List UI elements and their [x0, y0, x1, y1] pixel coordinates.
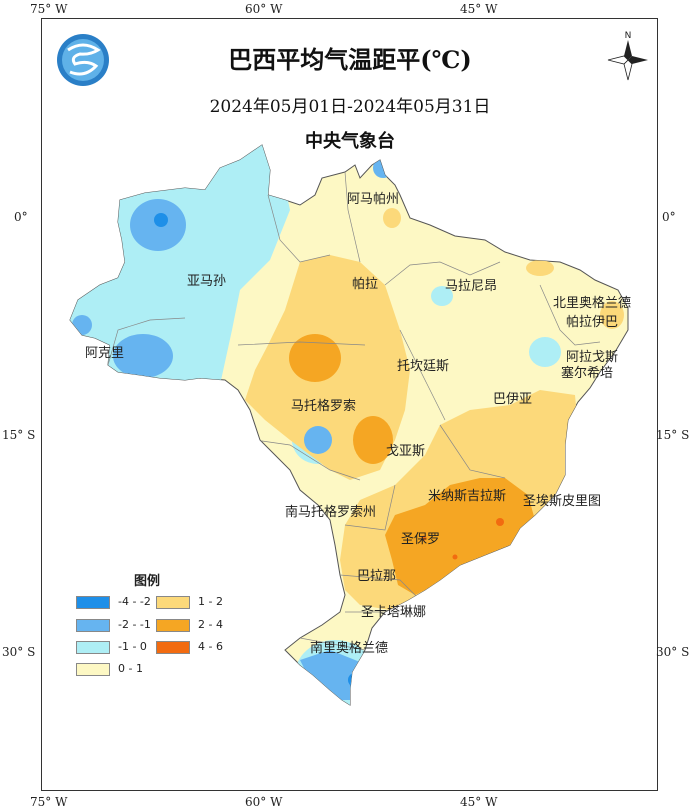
region-label-amazonas: 亚马孙 [187, 274, 226, 289]
legend: 图例 -4 - -2 1 - 2 -2 - -1 2 - 4 -1 - 0 4 … [72, 570, 252, 680]
region-label-mato-grosso: 马托格罗索 [291, 398, 356, 414]
legend-label: -2 - -1 [118, 618, 151, 631]
top-tick-75w: 75° W [30, 2, 68, 16]
legend-swatch [76, 641, 110, 654]
legend-label: -4 - -2 [118, 595, 151, 608]
region-label-alagoas: 阿拉戈斯 [566, 350, 618, 365]
legend-label: 2 - 4 [198, 618, 223, 631]
region-label-maranhao: 马拉尼昂 [445, 279, 497, 294]
anomaly-zone-deep-blue [154, 213, 168, 227]
compass-label: N [625, 31, 632, 41]
right-tick-15s: 15° S [656, 428, 690, 442]
left-tick-30s: 30° S [2, 645, 36, 659]
legend-label: 0 - 1 [118, 662, 143, 675]
legend-swatch [156, 596, 190, 609]
map-date-range: 2024年05月01日-2024年05月31日 [209, 97, 491, 117]
legend-swatch [76, 663, 110, 676]
region-label-rio-grande-do-sul: 南里奥格兰德 [310, 640, 388, 656]
top-tick-60w: 60° W [245, 2, 283, 16]
region-label-acre: 阿克里 [85, 346, 124, 361]
right-tick-0: 0° [662, 210, 676, 224]
anomaly-zone-orange [385, 478, 535, 595]
legend-swatch [76, 596, 110, 609]
legend-title: 图例 [134, 574, 161, 589]
bottom-tick-60w: 60° W [245, 795, 283, 809]
anomaly-zone-light-blue [529, 337, 561, 367]
map-organization: 中央气象台 [305, 131, 395, 152]
anomaly-zone-red [421, 535, 427, 541]
region-label-bahia: 巴伊亚 [493, 392, 532, 407]
anomaly-zone-mid-blue [300, 650, 372, 700]
map-title: 巴西平均气温距平(℃) [228, 45, 472, 74]
region-label-sao-paulo: 圣保罗 [401, 532, 440, 547]
region-label-parana: 巴拉那 [357, 569, 396, 584]
legend-label: 4 - 6 [198, 640, 223, 653]
anomaly-zone-mid-blue [304, 426, 332, 454]
anomaly-zone-light-blue [431, 286, 453, 306]
region-label-mato-grosso-do-sul: 南马托格罗索州 [285, 504, 376, 520]
left-tick-0: 0° [14, 210, 28, 224]
region-label-goias: 戈亚斯 [386, 444, 425, 459]
anomaly-zone-yellow [526, 260, 554, 276]
legend-swatch [156, 641, 190, 654]
north-arrow-icon: N [607, 31, 648, 81]
right-tick-30s: 30° S [656, 645, 690, 659]
anomaly-zone-deep-blue [348, 673, 362, 687]
cma-logo-icon [57, 34, 109, 86]
legend-label: 1 - 2 [198, 595, 223, 608]
anomaly-zone-red [496, 518, 504, 526]
bottom-tick-75w: 75° W [30, 795, 68, 809]
legend-swatch [156, 619, 190, 632]
region-label-espirito-santo: 圣埃斯皮里图 [523, 494, 601, 509]
region-label-paraiba: 帕拉伊巴 [566, 315, 618, 330]
region-label-amapa: 阿马帕州 [347, 192, 399, 207]
anomaly-zone-mid-blue [113, 334, 173, 378]
state-borders [107, 171, 601, 651]
region-label-para: 帕拉 [352, 277, 378, 292]
anomaly-zone-orange [289, 334, 341, 382]
region-label-santa-catarina: 圣卡塔琳娜 [361, 605, 426, 620]
legend-swatch [76, 619, 110, 632]
region-label-sergipe: 塞尔希培 [561, 365, 613, 381]
region-label-rio-grande-do-norte: 北里奥格兰德 [553, 295, 631, 311]
anomaly-zone-yellow [383, 208, 401, 228]
anomaly-zone-orange [353, 416, 393, 464]
legend-label: -1 - 0 [118, 640, 147, 653]
region-label-tocantins: 托坎廷斯 [397, 359, 449, 374]
left-tick-15s: 15° S [2, 428, 36, 442]
anomaly-zone-red [452, 554, 458, 560]
top-tick-45w: 45° W [460, 2, 498, 16]
bottom-tick-45w: 45° W [460, 795, 498, 809]
anomaly-zone-mid-blue [72, 315, 92, 335]
anomaly-zone-yellow [600, 301, 624, 329]
region-label-minas-gerais: 米纳斯吉拉斯 [428, 489, 506, 504]
